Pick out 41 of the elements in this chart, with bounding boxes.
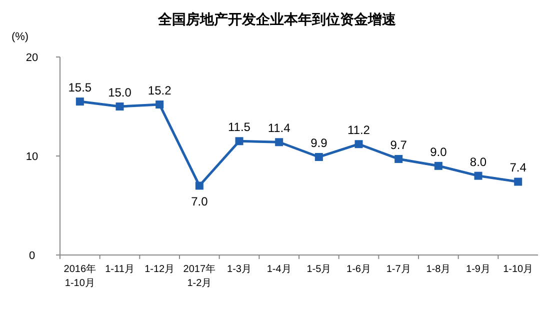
x-tick-label: 1-6月 xyxy=(346,264,371,275)
point xyxy=(235,137,244,146)
point xyxy=(76,98,84,106)
x-tick-label: 2016年 1-10月 xyxy=(64,263,96,289)
x-tick-label: 1-10月 xyxy=(503,264,534,275)
x-tick-label: 1-4月 xyxy=(266,264,292,275)
x-tick-label: 1-3月 xyxy=(227,264,252,275)
data-label: 9.9 xyxy=(310,136,328,150)
chart-title: 全国房地产开发企业本年到位资金增速 xyxy=(157,11,397,27)
x-tick-label: 2017年 1-2月 xyxy=(183,263,216,289)
data-label: 15.0 xyxy=(108,86,132,100)
point xyxy=(314,152,323,161)
data-label: 9.0 xyxy=(430,144,448,159)
point xyxy=(514,178,522,186)
data-label: 9.7 xyxy=(390,138,408,152)
point xyxy=(434,162,442,170)
point xyxy=(354,140,363,148)
data-label: 7.4 xyxy=(510,160,527,175)
data-label: 15.2 xyxy=(148,84,172,98)
x-tick-label: 1-9月 xyxy=(466,264,490,275)
x-tick-label: 1-8月 xyxy=(426,264,451,275)
data-label: 15.5 xyxy=(68,80,92,95)
data-label: 11.4 xyxy=(268,121,291,136)
point xyxy=(156,100,164,109)
data-label: 11.2 xyxy=(348,123,370,138)
y-tick-label: 20 xyxy=(26,52,38,64)
point xyxy=(474,172,482,180)
y-tick-label: 0 xyxy=(28,250,36,262)
point xyxy=(394,154,403,163)
x-tick-label: 1-5月 xyxy=(306,264,332,275)
x-tick-label: 1-12月 xyxy=(144,264,175,275)
point xyxy=(195,182,204,190)
data-label: 11.5 xyxy=(228,120,251,134)
data-label: 8.0 xyxy=(470,154,487,169)
x-tick-label: 1-11月 xyxy=(105,264,134,275)
y-axis-title: (%) xyxy=(11,31,29,43)
point xyxy=(116,102,124,110)
y-tick-label: 10 xyxy=(26,151,38,163)
point xyxy=(275,138,284,146)
x-tick-label: 1-7月 xyxy=(386,264,411,275)
data-label: 7.0 xyxy=(191,194,208,209)
